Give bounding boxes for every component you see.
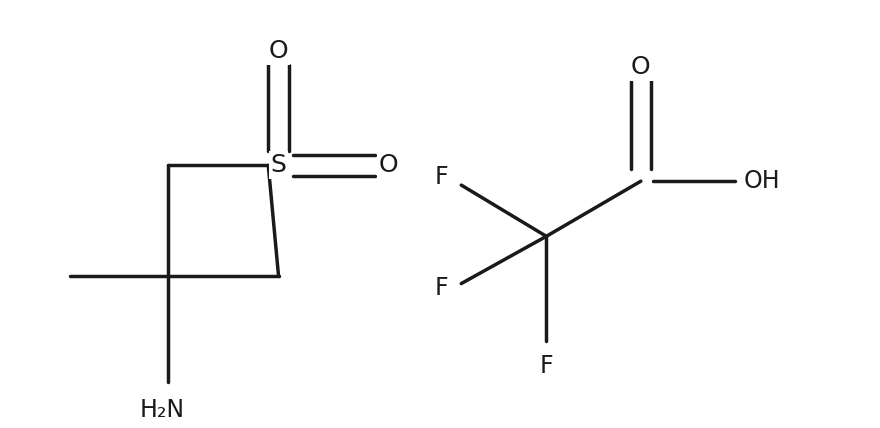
Text: O: O xyxy=(379,153,399,178)
Text: H₂N: H₂N xyxy=(139,398,185,422)
Text: F: F xyxy=(434,165,448,189)
Text: O: O xyxy=(268,39,289,63)
Text: F: F xyxy=(434,276,448,300)
Text: O: O xyxy=(631,55,650,79)
Text: OH: OH xyxy=(744,169,780,193)
Text: S: S xyxy=(270,153,287,178)
Text: F: F xyxy=(539,354,554,378)
